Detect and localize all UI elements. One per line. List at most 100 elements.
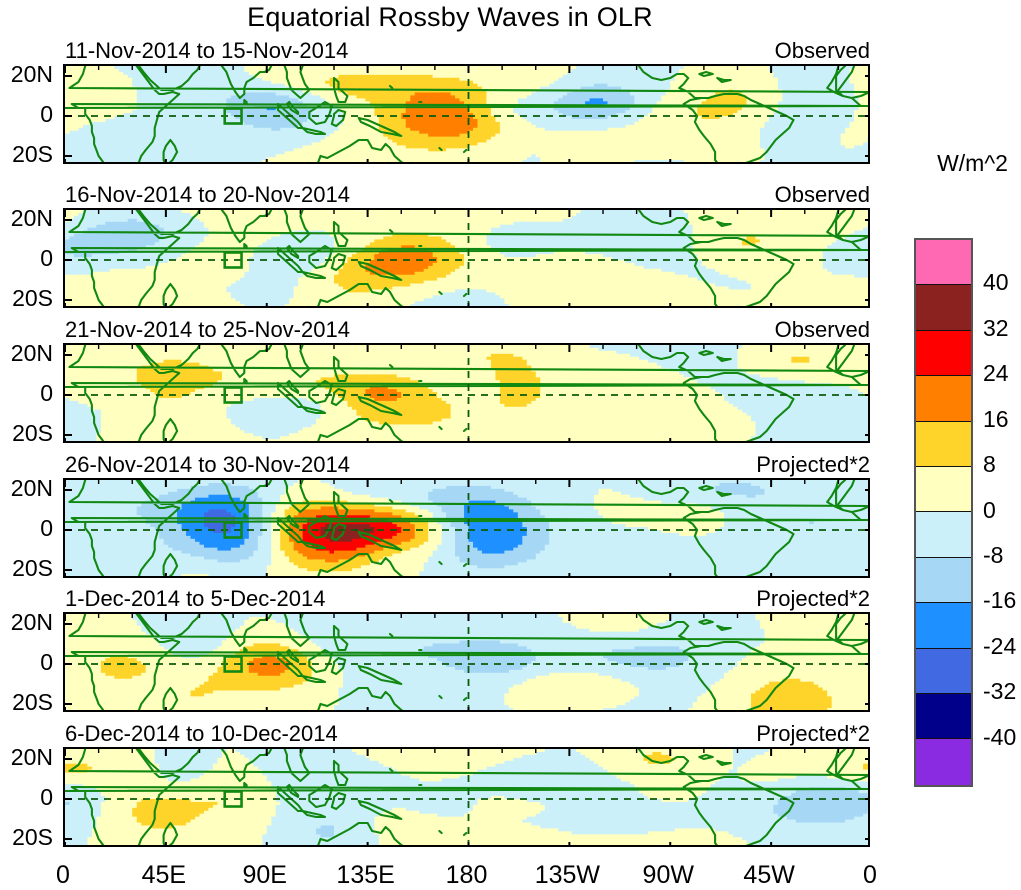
y-tick-label: 20N — [10, 609, 53, 635]
panel-5-date-range: 1-Dec-2014 to 5-Dec-2014 — [65, 586, 326, 611]
y-tick-label: 20S — [12, 285, 53, 311]
axis-ticks — [65, 210, 868, 306]
colorbar-tick-label: 0 — [983, 496, 996, 523]
y-tick-label: 20S — [12, 824, 53, 850]
x-tick-label: 135W — [534, 861, 601, 889]
y-tick-label: 20N — [10, 744, 53, 770]
panel-6-date-range: 6-Dec-2014 to 10-Dec-2014 — [65, 721, 338, 746]
x-tick-label: 90E — [242, 861, 287, 889]
y-tick-label: 20S — [12, 420, 53, 446]
panel-4-date-range: 26-Nov-2014 to 30-Nov-2014 — [65, 452, 350, 477]
colorbar-band-0 — [916, 240, 971, 286]
panel-1-date-range: 11-Nov-2014 to 15-Nov-2014 — [65, 38, 349, 63]
colorbar-tick-label: 40 — [983, 269, 1009, 296]
colorbar-unit-label: W/m^2 — [937, 150, 1008, 176]
panel-1: 11-Nov-2014 to 15-Nov-2014 Observed — [63, 40, 870, 164]
y-tick-label: 0 — [40, 245, 53, 271]
figure-title: Equatorial Rossby Waves in OLR — [247, 2, 653, 32]
panel-4-status: Projected*2 — [756, 452, 870, 477]
box-marker — [223, 790, 243, 808]
box-marker — [223, 107, 243, 125]
panel-2-status: Observed — [774, 182, 870, 207]
axis-ticks — [65, 480, 868, 576]
olr-anomaly-field — [65, 345, 868, 441]
axis-ticks — [65, 345, 868, 441]
coastlines — [65, 749, 868, 845]
coastlines — [65, 480, 868, 576]
y-tick-label: 20S — [12, 141, 53, 167]
y-tick-label: 20S — [12, 689, 53, 715]
panel-3: 21-Nov-2014 to 25-Nov-2014 Observed — [63, 319, 870, 443]
olr-anomaly-field — [65, 66, 868, 162]
olr-anomaly-field — [65, 480, 868, 576]
box-marker — [223, 386, 243, 404]
y-tick-label: 0 — [40, 649, 53, 675]
panel-6: 6-Dec-2014 to 10-Dec-2014 Projected*2 — [63, 723, 870, 847]
y-tick-label: 20N — [10, 340, 53, 366]
map-overlays — [65, 66, 868, 162]
panel-2-date-range: 16-Nov-2014 to 20-Nov-2014 — [65, 182, 350, 207]
olr-anomaly-field — [65, 210, 868, 306]
colorbar-tick-label: -40 — [983, 723, 1017, 750]
box-marker — [223, 655, 243, 673]
panel-3-date-range: 21-Nov-2014 to 25-Nov-2014 — [65, 317, 350, 342]
panel-4: 26-Nov-2014 to 30-Nov-2014 Projected*2 — [63, 454, 870, 578]
colorbar-band-11 — [916, 739, 971, 785]
olr-anomaly-field — [65, 749, 868, 845]
x-tick-label: 90W — [642, 861, 694, 889]
y-tick-label: 0 — [40, 515, 53, 541]
map-overlays — [65, 614, 868, 710]
colorbar-tick-label: -24 — [983, 632, 1017, 659]
colorbar-band-6 — [916, 512, 971, 558]
panel-5-status: Projected*2 — [756, 586, 870, 611]
axis-ticks — [65, 749, 868, 845]
colorbar-band-2 — [916, 330, 971, 377]
coastlines — [65, 210, 868, 306]
colorbar-band-9 — [916, 648, 971, 695]
colorbar-tick-label: -8 — [983, 541, 1004, 568]
box-marker — [223, 521, 243, 539]
panel-5: 1-Dec-2014 to 5-Dec-2014 Projected*2 — [63, 588, 870, 712]
box-marker — [223, 251, 243, 269]
coastlines — [65, 345, 868, 441]
coastlines — [65, 614, 868, 710]
panel-1-status: Observed — [774, 38, 870, 63]
panel-2-map — [63, 208, 870, 308]
colorbar-band-5 — [916, 467, 971, 513]
colorbar-tick-label: 16 — [983, 405, 1009, 432]
map-overlays — [65, 480, 868, 576]
colorbar-band-4 — [916, 421, 971, 468]
colorbar-tick-label: 32 — [983, 314, 1009, 341]
colorbar-band-3 — [916, 376, 971, 422]
colorbar-band-8 — [916, 603, 971, 649]
colorbar-tick-label: -16 — [983, 587, 1017, 614]
y-tick-label: 20N — [10, 61, 53, 87]
colorbar-tick-label: 24 — [983, 360, 1009, 387]
y-tick-label: 20N — [10, 475, 53, 501]
y-tick-label: 0 — [40, 784, 53, 810]
y-tick-label: 0 — [40, 101, 53, 127]
colorbar-tick-label: 8 — [983, 451, 996, 478]
coastlines — [65, 66, 868, 162]
colorbar — [914, 238, 973, 787]
map-overlays — [65, 345, 868, 441]
panel-4-map — [63, 478, 870, 578]
panel-2: 16-Nov-2014 to 20-Nov-2014 Observed — [63, 184, 870, 308]
x-tick-label: 180 — [445, 861, 488, 889]
olr-anomaly-field — [65, 614, 868, 710]
x-tick-label: 0 — [56, 861, 70, 889]
y-tick-label: 20S — [12, 555, 53, 581]
map-overlays — [65, 210, 868, 306]
axis-ticks — [65, 614, 868, 710]
panel-3-status: Observed — [774, 317, 870, 342]
x-tick-label: 0 — [863, 861, 877, 889]
colorbar-band-1 — [916, 285, 971, 331]
x-tick-label: 45E — [141, 861, 187, 889]
panel-5-map — [63, 612, 870, 712]
panel-6-status: Projected*2 — [756, 721, 870, 746]
panel-1-map — [63, 64, 870, 164]
y-tick-label: 0 — [40, 380, 53, 406]
panel-3-map — [63, 343, 870, 443]
x-tick-label: 135E — [336, 861, 395, 889]
